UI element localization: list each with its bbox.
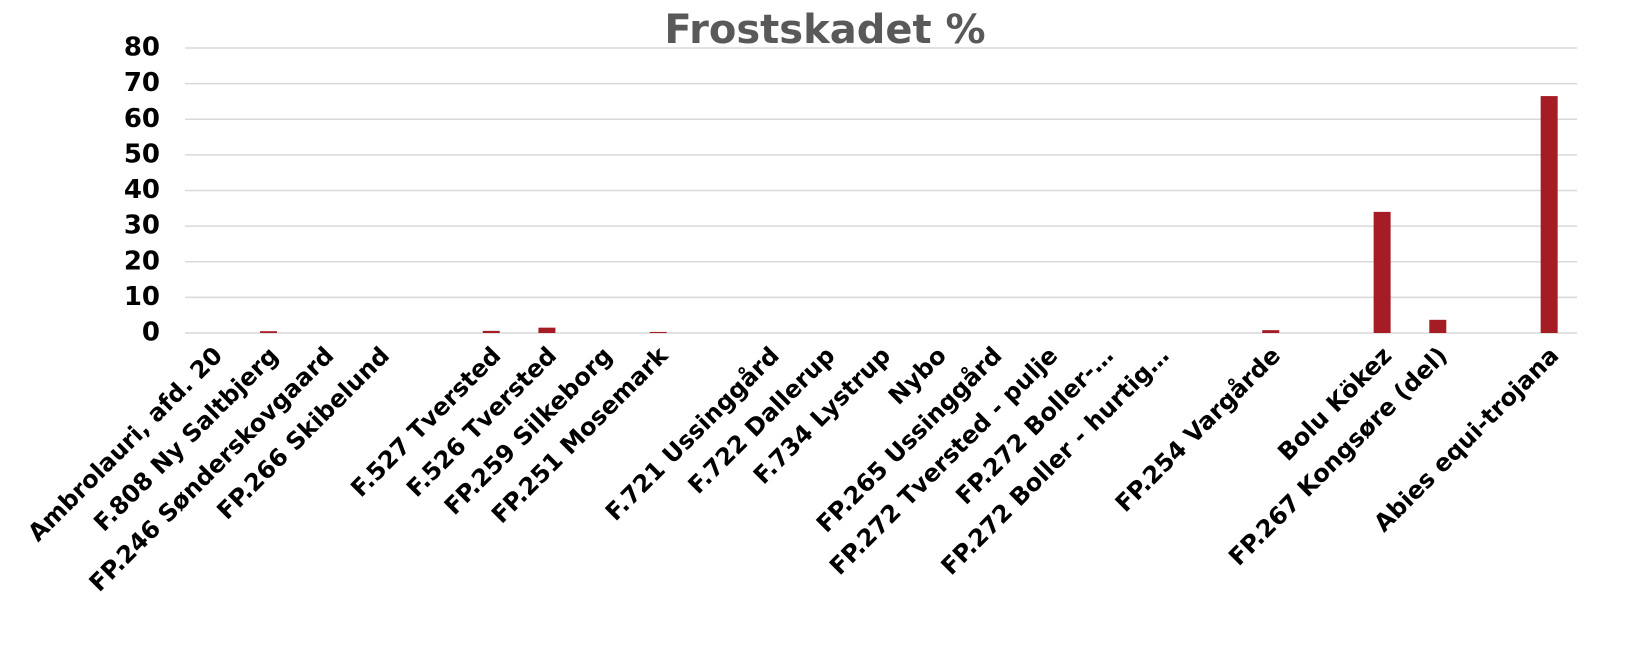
y-tick-label: 30: [124, 211, 160, 241]
y-tick-label: 50: [124, 139, 160, 169]
y-tick-label: 80: [124, 33, 160, 63]
bar: [482, 330, 500, 333]
y-tick-label: 60: [124, 104, 160, 134]
bar: [538, 327, 556, 333]
bar: [1540, 96, 1558, 333]
bar: [260, 331, 278, 333]
bar: [1373, 211, 1391, 333]
bar: [649, 331, 667, 333]
bar: [1262, 330, 1280, 333]
x-tick-label: FP.246 Sønderskovgaard: [84, 341, 340, 597]
y-tick-label: 20: [124, 246, 160, 276]
chart-title: Frostskadet %: [664, 7, 985, 53]
y-tick-label: 0: [142, 318, 160, 348]
x-tick-label: Abies equi-trojana: [1368, 341, 1564, 537]
y-tick-label: 10: [124, 282, 160, 312]
y-tick-label: 40: [124, 175, 160, 205]
y-tick-label: 70: [124, 68, 160, 98]
bar: [1429, 319, 1447, 333]
